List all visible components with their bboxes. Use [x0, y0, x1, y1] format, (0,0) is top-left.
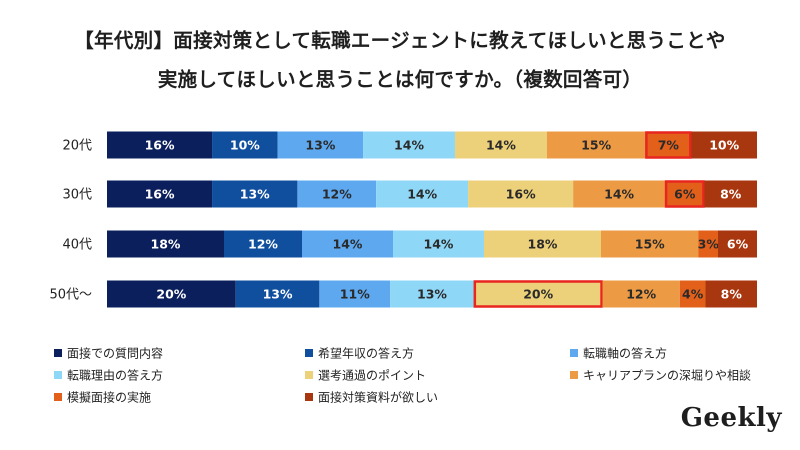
bar-segment	[602, 280, 680, 308]
data-label: 15%	[635, 237, 665, 252]
legend-label: 模擬面接の実施	[67, 390, 151, 405]
category-label: 30代	[62, 188, 92, 203]
bar-segment	[277, 131, 364, 159]
chart-title-line-1: 【年代別】面接対策として転職エージェントに教えてほしいと思うことや	[74, 29, 726, 52]
data-label: 12%	[322, 187, 352, 202]
category-label: 40代	[62, 238, 92, 253]
chart-title-line-2: 実施してほしいと思うことは何ですか。（複数回答可）	[157, 68, 643, 91]
category-label: 50代～	[49, 288, 92, 303]
bar-segment	[212, 180, 298, 208]
bar-segment	[390, 280, 474, 308]
data-label: 18%	[528, 237, 558, 252]
bar-segment	[573, 180, 666, 208]
legend-swatch	[54, 393, 62, 401]
bar-segment	[107, 280, 236, 308]
data-label: 8%	[721, 287, 743, 302]
data-label: 14%	[394, 138, 424, 153]
bar-segment	[645, 131, 692, 159]
data-label: 16%	[506, 187, 536, 202]
legend-swatch	[305, 393, 313, 401]
data-label: 18%	[151, 237, 181, 252]
highlight-box	[473, 280, 603, 308]
bar-segment	[705, 280, 757, 308]
bar-segment	[107, 180, 213, 208]
data-label: 7%	[658, 138, 680, 153]
data-label: 13%	[417, 287, 447, 302]
legend-swatch	[54, 371, 62, 379]
bar-segment	[454, 131, 547, 159]
data-label: 14%	[333, 237, 363, 252]
bar-segment	[376, 180, 469, 208]
legend-label: 選考通過のポイント	[318, 369, 426, 383]
bar-segment	[484, 230, 601, 258]
legend-label: 面接での質問内容	[67, 346, 163, 361]
data-label: 15%	[581, 138, 611, 153]
data-label: 6%	[727, 237, 749, 252]
bar-segment	[319, 280, 391, 308]
bar-segment	[224, 230, 302, 258]
data-label: 3%	[698, 237, 720, 252]
bar-segment	[473, 280, 603, 308]
legend-swatch	[570, 349, 578, 357]
data-label: 14%	[486, 138, 516, 153]
bar-segment	[297, 180, 377, 208]
data-label: 8%	[720, 187, 742, 202]
bar-segment	[468, 180, 574, 208]
geekly-logo: Geekly	[680, 403, 782, 433]
legend-label: 希望年収の答え方	[318, 346, 414, 361]
category-label: 20代	[62, 139, 92, 154]
data-label: 14%	[604, 187, 634, 202]
bar-segment	[601, 230, 699, 258]
legend-swatch	[305, 371, 313, 379]
data-label: 14%	[424, 237, 454, 252]
data-label: 11%	[340, 287, 370, 302]
bar-segment	[212, 131, 278, 159]
bar-segment	[691, 131, 757, 159]
legend-label: 面接対策資料が欲しい	[318, 390, 438, 405]
bar-segment	[546, 131, 646, 159]
bar-segment	[665, 180, 705, 208]
legend-swatch	[54, 349, 62, 357]
data-label: 12%	[248, 237, 278, 252]
legend-swatch	[305, 349, 313, 357]
data-label: 4%	[682, 287, 704, 302]
data-label: 10%	[709, 138, 739, 153]
legend-label: 転職軸の答え方	[583, 346, 667, 361]
data-label: 16%	[145, 138, 175, 153]
data-label: 12%	[626, 287, 656, 302]
legend-swatch	[570, 371, 578, 379]
data-label: 10%	[230, 138, 260, 153]
bar-segment	[235, 280, 320, 308]
bar-segment	[107, 131, 213, 159]
data-label: 20%	[523, 287, 553, 302]
highlight-box	[645, 131, 692, 159]
bar-segment	[718, 230, 757, 258]
data-label: 13%	[263, 287, 293, 302]
data-label: 14%	[407, 187, 437, 202]
legend-label: 転職理由の答え方	[67, 368, 163, 383]
bar-segment	[704, 180, 757, 208]
bar-segment	[393, 230, 484, 258]
data-label: 16%	[145, 187, 175, 202]
bar-segment	[302, 230, 393, 258]
bar-segment	[679, 280, 706, 308]
bar-segment	[363, 131, 455, 159]
data-label: 13%	[305, 138, 335, 153]
data-label: 6%	[674, 187, 696, 202]
data-label: 20%	[156, 287, 186, 302]
data-label: 13%	[240, 187, 270, 202]
bar-segment	[107, 230, 224, 258]
legend-label: キャリアプランの深堀りや相談	[583, 368, 751, 383]
bar-segment	[698, 230, 718, 258]
highlight-box	[664, 180, 705, 208]
